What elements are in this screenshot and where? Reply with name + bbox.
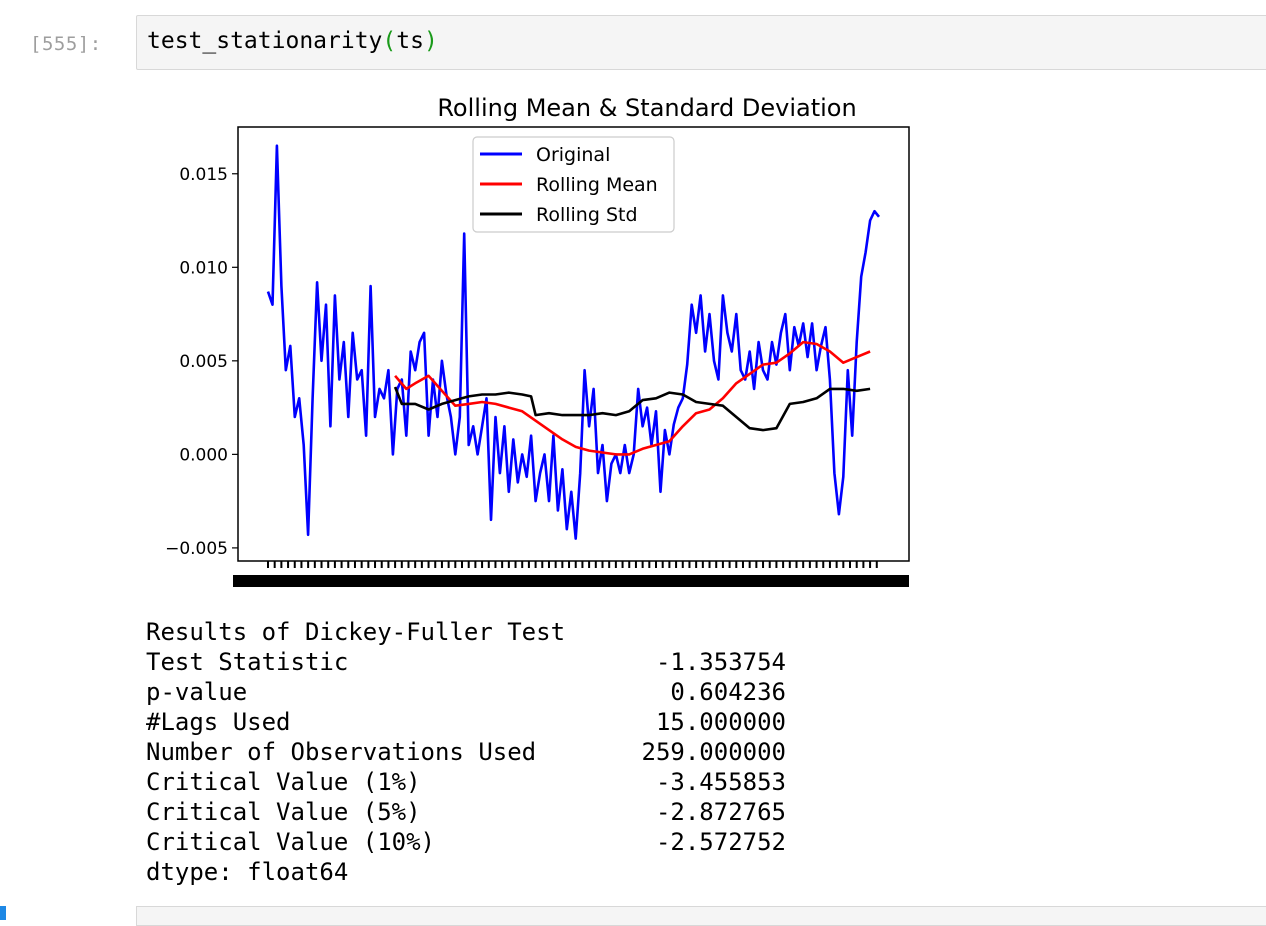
- df-value: 259.000000: [641, 738, 787, 766]
- legend-label: Rolling Mean: [536, 174, 658, 196]
- legend-box: [472, 136, 675, 233]
- df-label: #Lags Used: [146, 708, 291, 736]
- y-axis-ticks: −0.005 0.000 0.005 0.010 0.015: [165, 165, 238, 559]
- df-value: 0.604236: [670, 678, 786, 706]
- x-tick-labels-overlap: [233, 575, 909, 587]
- df-value: -2.872765: [655, 798, 786, 826]
- code-open-paren: (: [382, 28, 397, 54]
- df-row-p-value: p-value 0.604236: [146, 677, 786, 707]
- df-row-test-statistic: Test Statistic -1.353754: [146, 647, 786, 677]
- df-label: Critical Value (5%): [146, 798, 421, 826]
- code-text: test_stationarity(ts): [147, 28, 438, 54]
- df-label: Critical Value (10%): [146, 828, 435, 856]
- series-line-rolling-mean: [394, 340, 871, 456]
- df-row-observations-used: Number of Observations Used 259.000000: [146, 737, 786, 767]
- code-argument: ts: [396, 28, 424, 54]
- df-row-critical-5: Critical Value (5%) -2.872765: [146, 797, 786, 827]
- y-tick-label: 0.000: [179, 445, 228, 465]
- dickey-fuller-output: Results of Dickey-Fuller Test Test Stati…: [146, 617, 786, 887]
- series-layer: [266, 144, 881, 540]
- active-cell-marker: [0, 906, 6, 920]
- next-code-cell[interactable]: [136, 906, 1266, 926]
- series-line-original: [266, 144, 881, 540]
- y-tick-label: 0.005: [179, 352, 228, 372]
- y-tick-label: 0.010: [179, 258, 228, 278]
- df-label: Critical Value (1%): [146, 768, 421, 796]
- legend-label: Original: [536, 144, 610, 166]
- code-function: test_stationarity: [147, 28, 383, 54]
- y-tick-label: 0.015: [179, 165, 228, 185]
- legend-label: Rolling Std: [536, 204, 638, 226]
- df-label: Test Statistic: [146, 648, 349, 676]
- df-value: -3.455853: [655, 768, 786, 796]
- df-value: -2.572752: [655, 828, 786, 856]
- cell-prompt: [555]:: [30, 33, 102, 55]
- chart-title: Rolling Mean & Standard Deviation: [437, 94, 856, 122]
- df-dtype: dtype: float64: [146, 858, 349, 886]
- rolling-stats-chart: Rolling Mean & Standard Deviation −0.005…: [165, 94, 910, 587]
- df-heading: Results of Dickey-Fuller Test: [146, 618, 566, 646]
- x-axis-ticks: [233, 561, 909, 587]
- plot-area-frame: [237, 126, 910, 562]
- df-label: p-value: [146, 678, 248, 706]
- df-row-critical-10: Critical Value (10%) -2.572752: [146, 827, 786, 857]
- df-value: 15.000000: [655, 708, 786, 736]
- y-tick-label: −0.005: [165, 539, 228, 559]
- chart-legend: Original Rolling Mean Rolling Std: [472, 136, 675, 233]
- df-value: -1.353754: [655, 648, 786, 676]
- df-row-lags-used: #Lags Used 15.000000: [146, 707, 786, 737]
- series-line-rolling-std: [393, 386, 871, 432]
- code-input-area[interactable]: test_stationarity(ts): [136, 15, 1266, 70]
- df-label: Number of Observations Used: [146, 738, 537, 766]
- df-row-critical-1: Critical Value (1%) -3.455853: [146, 767, 786, 797]
- code-close-paren: ): [423, 28, 438, 54]
